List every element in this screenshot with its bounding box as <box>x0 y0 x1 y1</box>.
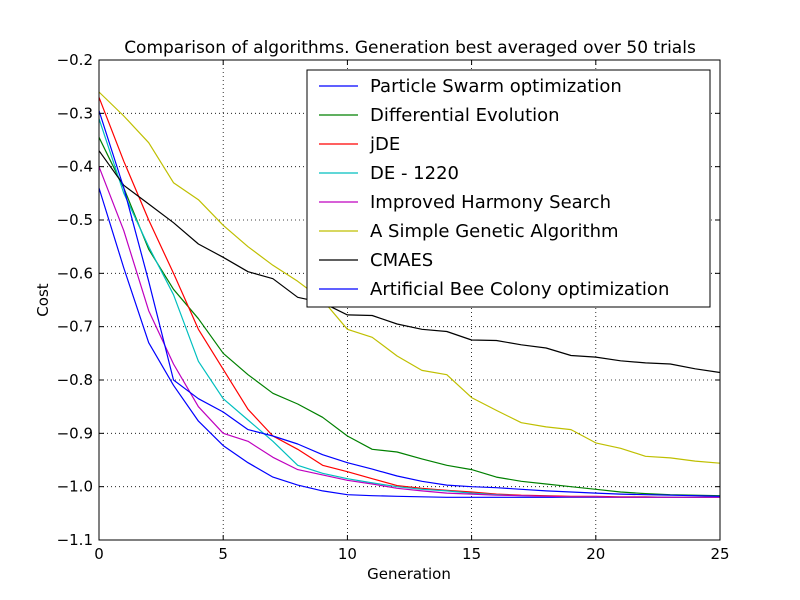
y-tick-label: −0.8 <box>57 371 93 389</box>
axis-ticks: 0 5 10 15 20 25 −1.1 −1.0 −0.9 −0.8 −0.7 −0.6 −0.5 −0… <box>57 51 730 563</box>
legend-label: A Simple Genetic Algorithm <box>370 221 619 242</box>
chart-title: Comparison of algorithms. Generation bes… <box>124 38 696 58</box>
x-axis-label: Generation <box>367 565 451 583</box>
y-tick-label: −0.9 <box>57 424 93 442</box>
legend-label: jDE <box>369 134 400 155</box>
x-tick-label: 25 <box>710 545 729 563</box>
y-tick-label: −0.5 <box>57 211 93 229</box>
x-tick-label: 0 <box>94 545 104 563</box>
x-tick-label: 10 <box>338 545 357 563</box>
legend-label: Particle Swarm optimization <box>370 76 622 97</box>
y-tick-label: −0.4 <box>57 158 93 176</box>
legend-label: Improved Harmony Search <box>370 192 611 213</box>
y-tick-label: −0.6 <box>57 264 93 282</box>
y-tick-label: −1.0 <box>57 478 93 496</box>
series-line-7 <box>98 150 721 374</box>
y-tick-label: −0.7 <box>57 318 93 336</box>
series-line-6 <box>98 91 721 464</box>
legend-label: Differential Evolution <box>370 105 560 126</box>
x-tick-label: 5 <box>218 545 228 563</box>
x-tick-label: 20 <box>586 545 605 563</box>
legend-label: Artificial Bee Colony optimization <box>370 279 669 300</box>
x-tick-label: 15 <box>462 545 481 563</box>
series-line-2 <box>98 137 721 497</box>
series-lines <box>98 91 721 498</box>
y-tick-label: −0.3 <box>57 104 93 122</box>
y-axis-label: Cost <box>34 283 52 316</box>
y-tick-label: −0.2 <box>57 51 93 69</box>
legend-label: CMAES <box>370 250 433 271</box>
plot-frame <box>98 59 721 541</box>
legend-box <box>306 69 711 308</box>
legend-label: DE - 1220 <box>370 163 459 184</box>
y-tick-label: −1.1 <box>57 531 93 549</box>
series-line-5 <box>98 166 720 498</box>
series-line-8 <box>98 110 721 497</box>
legend: Particle Swarm optimization Differential … <box>306 69 711 308</box>
